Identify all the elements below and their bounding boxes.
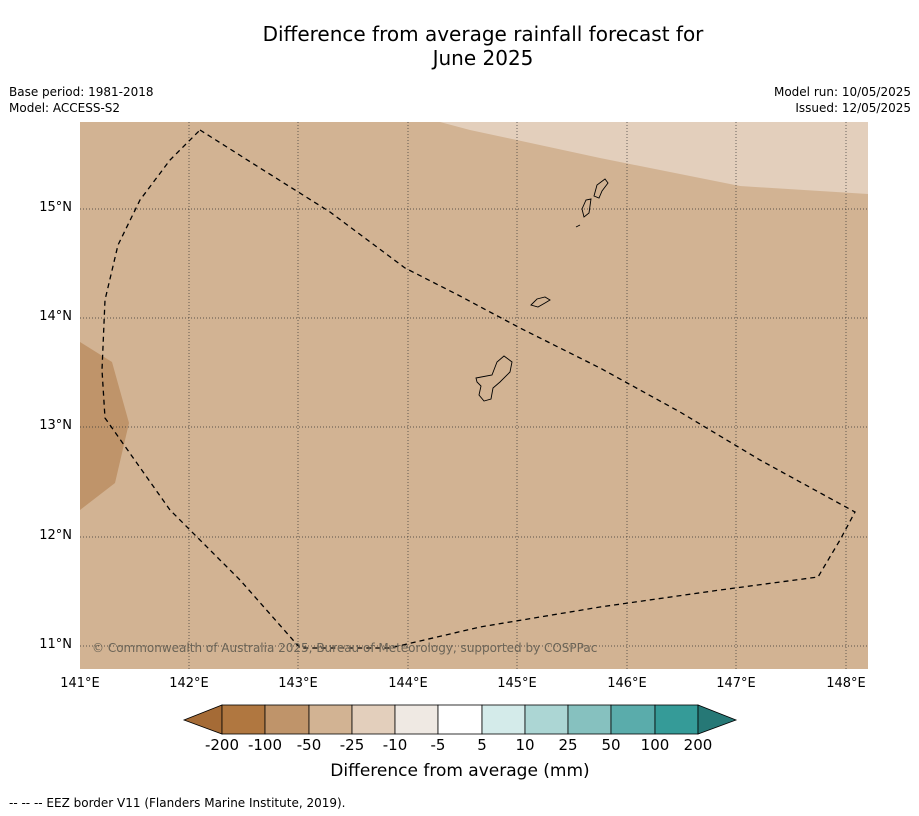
eez-border	[101, 129, 856, 649]
colorbar-label: -25	[339, 736, 365, 754]
colorbar-bin-10	[610, 704, 656, 735]
lon-tick-label: 148°E	[826, 676, 866, 691]
title-line-2: June 2025	[432, 46, 534, 70]
colorbar-bin-2	[264, 704, 310, 735]
issued-text: Issued: 12/05/2025	[795, 101, 911, 115]
colorbar-bin-9	[567, 704, 612, 735]
lon-tick-label: 142°E	[169, 676, 209, 691]
colorbar-label: -100	[247, 736, 283, 754]
colorbar-label: 200	[683, 736, 713, 754]
islands	[475, 178, 609, 402]
colorbar-bin-4	[351, 704, 396, 735]
island-saipan	[593, 178, 609, 199]
colorbar-label: -200	[204, 736, 240, 754]
copyright-credit: © Commonwealth of Australia 2025, Bureau…	[92, 641, 598, 655]
colorbar-title: Difference from average (mm)	[330, 761, 590, 781]
colorbar	[182, 704, 738, 735]
title-line-1: Difference from average rainfall forecas…	[262, 22, 704, 46]
colorbar-bin-8	[524, 704, 569, 735]
lat-tick-label: 13°N	[39, 418, 72, 433]
lon-tick-label: 141°E	[60, 676, 100, 691]
lon-tick-label: 146°E	[607, 676, 647, 691]
colorbar-label: 10	[515, 736, 535, 754]
lon-tick-label: 145°E	[497, 676, 537, 691]
colorbar-label: -10	[382, 736, 408, 754]
page-title: Difference from average rainfall forecas…	[0, 22, 919, 70]
colorbar-bin-7	[481, 704, 526, 735]
island-tinian	[581, 198, 592, 218]
gridlines	[80, 122, 868, 669]
lat-tick-label: 12°N	[39, 528, 72, 543]
colorbar-bin-6	[437, 704, 483, 735]
colorbar-label: -50	[296, 736, 322, 754]
island-rota	[530, 296, 551, 308]
island-guam	[475, 355, 513, 402]
island-aguijan	[575, 224, 581, 228]
colorbar-label: -5	[430, 736, 446, 754]
colorbar-label: 5	[477, 736, 487, 754]
colorbar-label: 100	[640, 736, 670, 754]
lon-tick-label: 144°E	[388, 676, 428, 691]
colorbar-bin-5	[394, 704, 439, 735]
lat-tick-label: 11°N	[39, 637, 72, 652]
colorbar-over-extension	[697, 704, 738, 735]
lat-tick-label: 15°N	[39, 200, 72, 215]
colorbar-bin-11	[654, 704, 699, 735]
meta-left: Base period: 1981-2018 Model: ACCESS-S2	[9, 84, 154, 116]
model-run-text: Model run: 10/05/2025	[773, 85, 911, 99]
colorbar-label: 50	[601, 736, 621, 754]
base-period-text: Base period: 1981-2018	[9, 85, 154, 99]
colorbar-bin-3	[308, 704, 353, 735]
map-background	[80, 122, 868, 669]
colorbar-label: 25	[558, 736, 578, 754]
lat-tick-label: 14°N	[39, 309, 72, 324]
light-rainfall-region	[440, 122, 868, 194]
meta-right: Model run: 10/05/2025 Issued: 12/05/2025	[774, 84, 911, 116]
eez-footnote: -- -- -- EEZ border V11 (Flanders Marine…	[9, 796, 346, 810]
model-text: Model: ACCESS-S2	[9, 101, 121, 115]
lon-tick-label: 143°E	[278, 676, 318, 691]
lon-tick-label: 147°E	[716, 676, 756, 691]
colorbar-under-extension	[182, 704, 223, 735]
dry-region-west	[80, 342, 129, 510]
colorbar-bin-1	[221, 704, 266, 735]
